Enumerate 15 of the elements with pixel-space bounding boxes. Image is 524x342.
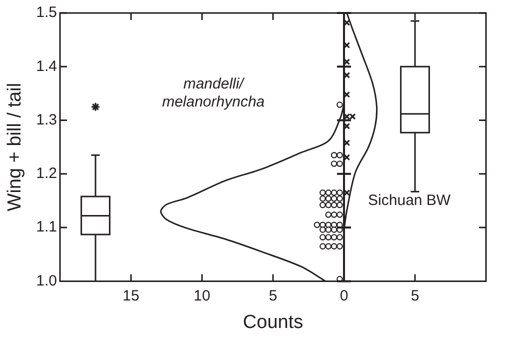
y-axis-title: Wing + bill / tail xyxy=(4,82,26,212)
x-tick-label: 5 xyxy=(410,287,420,304)
x-axis-title: Counts xyxy=(242,312,304,333)
y-tick-label: 1.2 xyxy=(36,165,57,182)
x-tick-label: 5 xyxy=(268,287,278,304)
y-tick-label: 1.0 xyxy=(36,272,57,290)
y-tick-label: 1.3 xyxy=(36,111,57,128)
y-tick-label: 1.5 xyxy=(36,4,57,22)
annotation: mandelli/ melanorhyncha xyxy=(162,76,265,111)
y-tick-label: 1.1 xyxy=(36,218,57,236)
x-tick-label: 10 xyxy=(194,287,210,304)
x-tick-label: 0 xyxy=(340,287,348,304)
x-tick-label: 15 xyxy=(122,287,140,304)
annotation: Sichuan BW xyxy=(368,192,452,209)
y-tick-label: 1.4 xyxy=(36,58,57,75)
